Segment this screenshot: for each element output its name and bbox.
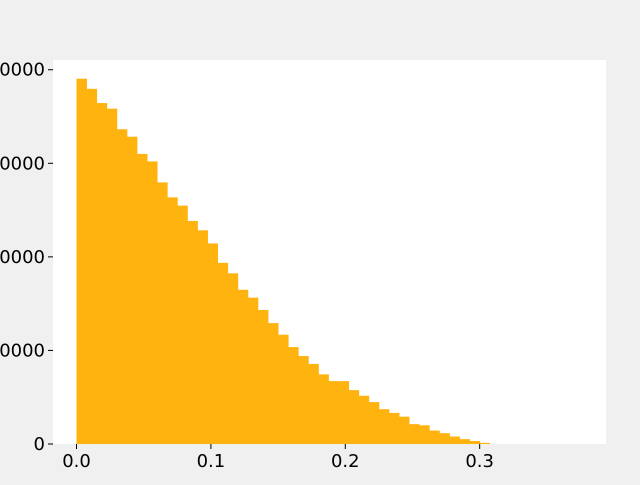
y-tick-label: 0000	[0, 340, 45, 361]
histogram-bar	[368, 402, 380, 444]
histogram-bar	[348, 390, 360, 444]
histogram-bar	[126, 136, 138, 445]
histogram-bar	[227, 273, 239, 444]
histogram-bar	[449, 436, 460, 444]
y-tick-label: 0000	[0, 153, 45, 174]
x-tick-label: 0.3	[465, 451, 494, 472]
histogram-bar	[247, 297, 259, 444]
histogram-bar	[167, 197, 178, 444]
histogram-bar	[308, 363, 319, 444]
histogram-bar	[429, 430, 440, 444]
histogram-bar	[439, 433, 450, 444]
histogram-bar	[469, 441, 481, 444]
histogram-bar	[116, 129, 128, 445]
histogram-bar	[237, 289, 249, 444]
histogram-bar	[358, 395, 370, 444]
histogram-bar	[338, 381, 350, 444]
histogram-bar	[177, 205, 188, 444]
x-axis: 0.0 0.1 0.2 0.3	[62, 444, 494, 472]
histogram-bar	[197, 230, 208, 444]
histogram-bar	[207, 243, 219, 444]
histogram-bar	[96, 103, 108, 444]
histogram-bar	[479, 442, 491, 444]
histogram-bar	[86, 88, 98, 444]
histogram-bar	[318, 374, 329, 444]
histogram-bar	[399, 416, 410, 444]
histogram-bar	[328, 381, 339, 444]
histogram-bar	[378, 409, 390, 444]
y-tick-label: 0000	[0, 60, 45, 81]
histogram-bar	[257, 310, 269, 444]
x-tick-label: 0.1	[197, 451, 226, 472]
histogram-bar	[459, 439, 470, 444]
histogram-bar	[147, 161, 158, 444]
histogram-bar	[419, 425, 430, 444]
histogram-bar	[278, 334, 289, 444]
histogram-bar	[409, 424, 420, 444]
y-tick-label: 0	[34, 434, 45, 455]
histogram-bar	[217, 262, 229, 444]
histogram-bar	[298, 356, 309, 444]
histogram-bar	[106, 108, 118, 445]
histogram-bar	[388, 412, 400, 444]
x-tick-label: 0.0	[62, 451, 91, 472]
bars-group	[76, 78, 491, 445]
histogram-bar	[187, 220, 198, 444]
histogram-bar	[157, 182, 168, 444]
x-tick-label: 0.2	[331, 451, 360, 472]
y-tick-label: 0000	[0, 247, 45, 268]
histogram-bar	[136, 153, 148, 444]
histogram-bar	[268, 323, 279, 444]
histogram-bar	[76, 78, 87, 445]
histogram-bar	[288, 347, 299, 444]
